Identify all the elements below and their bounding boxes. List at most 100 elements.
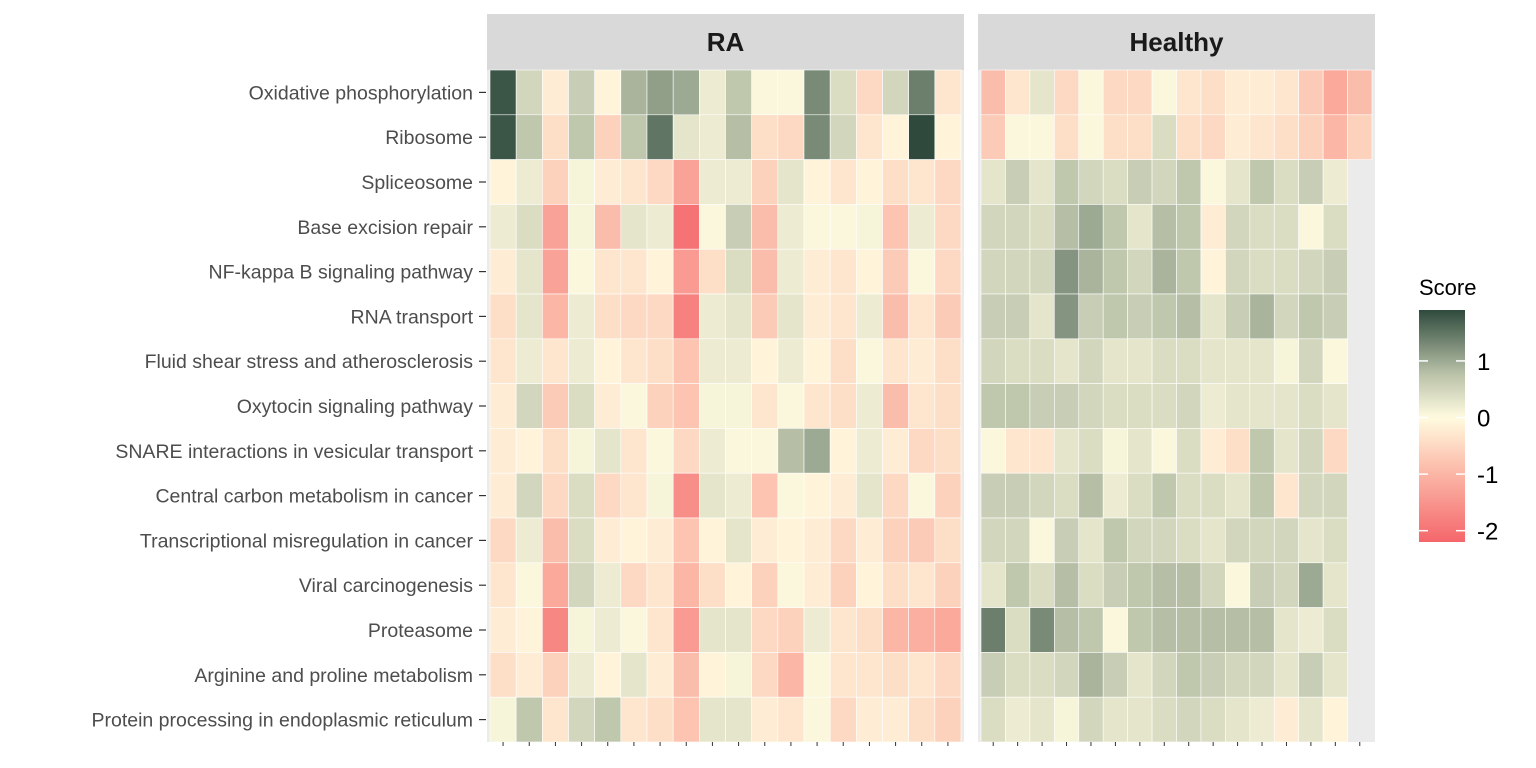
- heatmap-cell: [646, 248, 674, 295]
- heatmap-cell: [1005, 293, 1031, 340]
- row-label: Spliceosome: [361, 172, 473, 194]
- heatmap-cell: [980, 652, 1006, 698]
- heatmap-cell: [908, 383, 936, 429]
- heatmap-cell: [1249, 652, 1275, 698]
- heatmap-cell: [1225, 338, 1251, 384]
- facet-strip-healthy: [978, 14, 1375, 70]
- heatmap-cell: [620, 204, 648, 250]
- heatmap-cell: [908, 248, 936, 295]
- heatmap-cell: [1298, 248, 1324, 295]
- heatmap-cell: [672, 69, 700, 116]
- heatmap-cell: [1005, 472, 1031, 519]
- heatmap-cell: [1273, 562, 1299, 608]
- heatmap-cell: [1005, 204, 1031, 250]
- heatmap-cell: [1127, 652, 1153, 698]
- row-labels: Oxidative phosphorylation Ribosome Spliceo…: [91, 82, 486, 732]
- heatmap-cell: [646, 293, 674, 340]
- heatmap-cell: [646, 652, 674, 698]
- heatmap-cell: [980, 562, 1006, 608]
- heatmap-cell: [934, 248, 962, 295]
- heatmap-cell: [672, 472, 700, 519]
- heatmap-cell: [1176, 293, 1202, 340]
- heatmap-cell: [1151, 69, 1177, 116]
- heatmap-cell: [1102, 69, 1128, 116]
- heatmap-cell: [646, 114, 674, 160]
- heatmap-cell: [1273, 338, 1299, 384]
- heatmap-cell: [856, 607, 883, 653]
- heatmap-cell: [803, 652, 831, 698]
- row-label: Protein processing in endoplasmic reticu…: [91, 710, 473, 732]
- heatmap-cell: [1273, 114, 1299, 160]
- heatmap-cell: [1054, 114, 1080, 160]
- heatmap-cell: [489, 114, 517, 160]
- facet-title-ra: RA: [707, 27, 745, 57]
- panel-ra: RA: [487, 14, 964, 746]
- heatmap-cell: [1200, 293, 1226, 340]
- heatmap-cell: [934, 383, 962, 429]
- heatmap-cell: [980, 204, 1006, 250]
- heatmap-cell: [1322, 472, 1348, 519]
- heatmap-cell: [777, 114, 805, 160]
- heatmap-cell: [489, 248, 517, 295]
- heatmap-cell: [1298, 428, 1324, 474]
- heatmap-cell: [1078, 69, 1104, 116]
- row-label: NF-kappa B signaling pathway: [209, 262, 474, 284]
- heatmap-cell: [751, 472, 779, 519]
- heatmap-cell: [751, 204, 779, 250]
- heatmap-cell: [515, 293, 543, 340]
- heatmap-cell: [934, 69, 962, 116]
- heatmap-cell: [980, 159, 1006, 205]
- heatmap-cell: [1225, 607, 1251, 653]
- heatmap-cell: [620, 159, 648, 205]
- heatmap-cell: [1127, 204, 1153, 250]
- heatmap-cell: [1322, 114, 1348, 160]
- heatmap-cell: [1078, 383, 1104, 429]
- heatmap-cell: [1225, 428, 1251, 474]
- heatmap-cell: [1322, 248, 1348, 295]
- heatmap-cell: [803, 696, 831, 743]
- heatmap-cell: [1249, 607, 1275, 653]
- heatmap-cell: [646, 607, 674, 653]
- heatmap-cell: [777, 607, 805, 653]
- heatmap-cell: [699, 517, 726, 564]
- heatmap-cell: [751, 248, 779, 295]
- heatmap-cell: [699, 69, 726, 116]
- heatmap-cell: [568, 248, 595, 295]
- heatmap-cell: [882, 69, 909, 116]
- heatmap-cell: [699, 696, 726, 743]
- heatmap-cell: [908, 607, 936, 653]
- heatmap-cell: [542, 383, 569, 429]
- heatmap-cell: [856, 383, 883, 429]
- heatmap-cell: [725, 293, 752, 340]
- heatmap-cell: [1273, 428, 1299, 474]
- heatmap-cell: [1249, 383, 1275, 429]
- heatmap-cell: [542, 607, 569, 653]
- row-label: RNA transport: [351, 306, 474, 328]
- heatmap-cell: [1225, 562, 1251, 608]
- heatmap-cell: [1151, 517, 1177, 564]
- heatmap-cell: [1200, 607, 1226, 653]
- heatmap-cell: [594, 293, 622, 340]
- heatmap-cell: [568, 428, 595, 474]
- heatmap-cell: [542, 472, 569, 519]
- heatmap-cell: [646, 204, 674, 250]
- heatmap-cell: [777, 293, 805, 340]
- heatmap-cell: [542, 517, 569, 564]
- heatmap-cell: [568, 652, 595, 698]
- heatmap-cell: [908, 114, 936, 160]
- heatmap-cell: [1151, 562, 1177, 608]
- heatmap-cell: [1127, 562, 1153, 608]
- heatmap-cell: [1176, 69, 1202, 116]
- heatmap-cell: [489, 338, 517, 384]
- heatmap-cell: [934, 562, 962, 608]
- heatmap-cell: [515, 607, 543, 653]
- heatmap-cell: [1225, 159, 1251, 205]
- heatmap-cell: [1273, 293, 1299, 340]
- heatmap-cell: [672, 248, 700, 295]
- heatmap-cell: [1200, 428, 1226, 474]
- heatmap-cell: [908, 562, 936, 608]
- row-label: Arginine and proline metabolism: [194, 665, 473, 687]
- heatmap-cell: [1273, 69, 1299, 116]
- row-label: Fluid shear stress and atherosclerosis: [145, 351, 474, 373]
- heatmap-cell: [1249, 159, 1275, 205]
